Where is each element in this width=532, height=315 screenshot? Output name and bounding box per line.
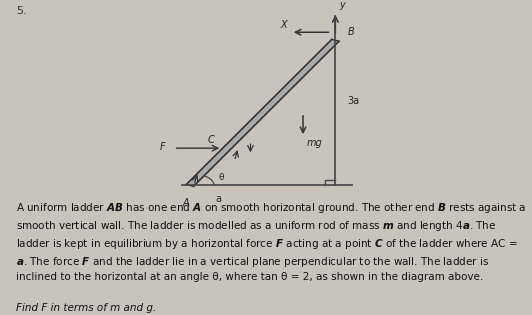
Text: 5.: 5. (16, 6, 27, 16)
Text: 3a: 3a (347, 96, 360, 106)
Text: mg: mg (307, 138, 323, 148)
Text: A uniform ladder $\bfit{AB}$ has one end $\bfit{A}$ on smooth horizontal ground.: A uniform ladder $\bfit{AB}$ has one end… (16, 201, 526, 283)
Text: B: B (347, 27, 354, 37)
Text: θ: θ (218, 174, 223, 182)
Text: A: A (182, 198, 189, 208)
Text: X: X (280, 20, 287, 30)
Text: C: C (207, 135, 214, 145)
Text: F: F (160, 142, 165, 152)
Polygon shape (186, 39, 339, 186)
Text: Find F in terms of m and g.: Find F in terms of m and g. (16, 303, 156, 313)
Text: y: y (339, 0, 345, 10)
Text: a: a (215, 193, 221, 203)
